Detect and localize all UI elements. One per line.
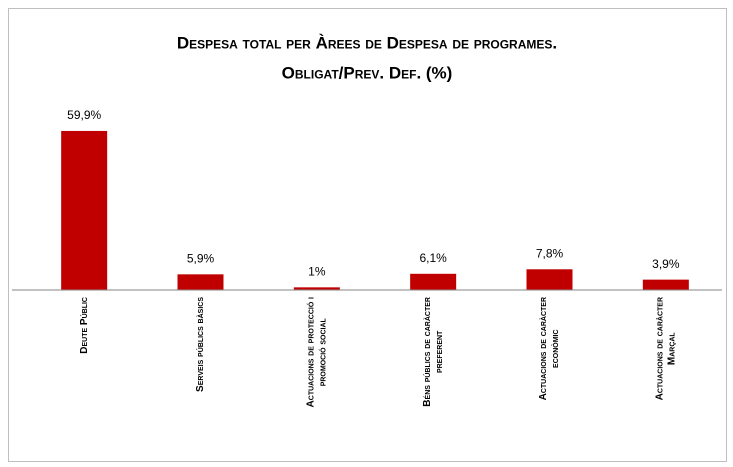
bar: [177, 274, 224, 290]
x-tick-label: Actuacions de caràcter: [538, 297, 549, 400]
x-tick-label: Actuacions de caràcter: [654, 297, 665, 400]
chart-title: Despesa total per Àrees de Despesa de pr…: [177, 33, 557, 52]
data-label: 6,1%: [419, 251, 447, 265]
data-label: 5,9%: [187, 252, 215, 266]
x-tick-label: Serveis públics bàsics: [195, 297, 206, 392]
x-tick-label: Deute Públic: [79, 297, 90, 354]
bar: [410, 273, 457, 290]
x-tick-label: Béns públics de caràcter: [422, 297, 433, 407]
data-label: 59,9%: [67, 108, 101, 122]
bar: [61, 130, 108, 290]
x-tick-label: econòmic: [550, 329, 561, 368]
bar: [526, 269, 573, 290]
bar: [293, 287, 340, 290]
chart-frame: [8, 8, 727, 462]
x-tick-label: Marçal: [666, 332, 677, 366]
data-label: 1%: [308, 265, 326, 279]
x-tick-label: promoció social: [317, 317, 328, 386]
x-tick-label: preferent: [434, 330, 445, 373]
x-tick-label: Actuacions de protecció i: [305, 297, 316, 408]
data-label: 3,9%: [652, 257, 680, 271]
chart-title: Obligat/Prev. Def. (%): [282, 63, 453, 82]
data-label: 7,8%: [536, 246, 564, 260]
bar: [642, 279, 689, 290]
